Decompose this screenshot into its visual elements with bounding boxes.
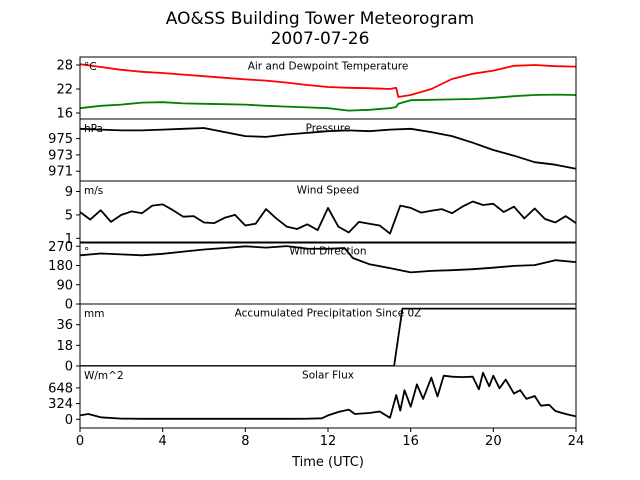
unit-label: W/m^2: [84, 370, 124, 382]
panel-1: 16 22 28 °C Air and Dewpoint Temperature: [56, 56, 577, 122]
x-tick-label: 12: [320, 434, 337, 449]
x-tick-label: 0: [76, 434, 84, 449]
panel-title: Accumulated Precipitation Since 0Z: [235, 308, 422, 320]
series-line-1-1: [80, 63, 576, 98]
y-tick-label: 648: [48, 381, 73, 396]
y-tick-label: 22: [56, 83, 73, 98]
unit-label: hPa: [84, 123, 103, 135]
y-tick-label: 9: [65, 185, 73, 200]
y-tick-label: 324: [48, 397, 73, 412]
y-tick-label: 0: [65, 360, 73, 375]
unit-label: m/s: [84, 185, 103, 197]
y-tick-label: 90: [56, 278, 73, 293]
x-tick-label: 20: [485, 434, 502, 449]
y-tick-label: 975: [48, 132, 73, 147]
panel-5: 0 18 36 mm Accumulated Precipitation Since 0…: [56, 303, 577, 375]
series-line-5-1: [80, 307, 576, 366]
x-axis-label: Time (UTC): [291, 455, 364, 470]
y-tick-label: 971: [48, 165, 73, 180]
series-line-1-2: [80, 93, 576, 112]
series-line-6-1: [80, 371, 576, 420]
y-tick-label: 18: [56, 339, 73, 354]
y-tick-label: 0: [65, 413, 73, 428]
y-tick-label: 973: [48, 148, 73, 163]
series-line-3-1: [80, 200, 576, 235]
panel-title: Pressure: [306, 123, 351, 135]
panel-title: Wind Direction: [289, 246, 366, 258]
chart-subtitle: 2007-07-26: [271, 29, 370, 49]
x-axis: 0 4 8 12 16 20 24: [76, 428, 584, 449]
series-line-2-1: [80, 127, 576, 170]
y-tick-label: 36: [56, 318, 73, 333]
y-tick-label: 270: [48, 240, 73, 255]
y-tick-label: 16: [56, 107, 73, 122]
y-tick-label: 28: [56, 59, 73, 74]
x-tick-label: 16: [402, 434, 419, 449]
panel-3: 1 5 9 m/s Wind Speed: [65, 180, 577, 247]
panel-4: 0 90 180 270 ° Wind Direction: [48, 240, 577, 313]
panel-title: Wind Speed: [297, 185, 360, 197]
x-tick-label: 8: [241, 434, 249, 449]
y-tick-label: 1: [65, 232, 73, 247]
panel-title: Air and Dewpoint Temperature: [248, 61, 409, 73]
series-line-4-1: [80, 245, 576, 274]
chart-title: AO&SS Building Tower Meteorogram: [166, 9, 474, 29]
panel-frame: [79, 180, 577, 244]
unit-label: mm: [84, 308, 104, 320]
unit-label: °: [84, 246, 89, 258]
y-tick-label: 0: [65, 298, 73, 313]
y-tick-label: 5: [65, 208, 73, 223]
y-tick-label: 180: [48, 259, 73, 274]
x-tick-label: 4: [159, 434, 167, 449]
x-tick-label: 24: [568, 434, 585, 449]
unit-label: °C: [84, 61, 97, 73]
panel-title: Solar Flux: [302, 370, 354, 382]
